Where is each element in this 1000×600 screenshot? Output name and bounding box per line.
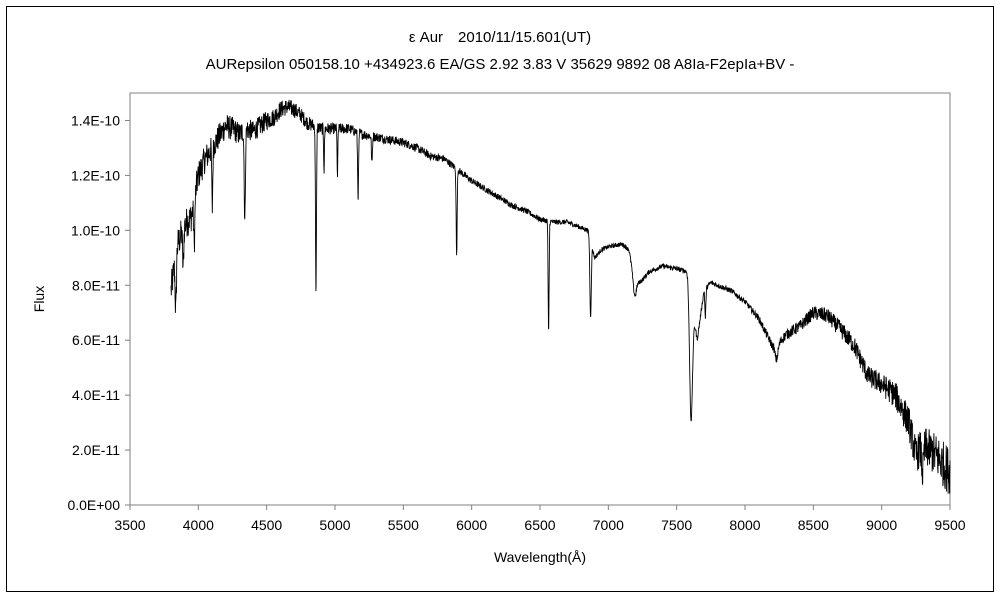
x-tick-label: 4000 <box>183 517 214 533</box>
x-tick-label: 5500 <box>388 517 419 533</box>
chart-title: ε Aur 2010/11/15.601(UT) <box>408 29 592 46</box>
x-tick-label: 8500 <box>798 517 829 533</box>
y-tick-label: 8.0E-11 <box>72 277 120 293</box>
y-tick-label: 1.0E-10 <box>71 222 120 238</box>
x-tick-label: 4500 <box>251 517 282 533</box>
x-tick-label: 8000 <box>729 517 760 533</box>
y-tick-label: 1.4E-10 <box>71 112 120 128</box>
x-tick-label: 7000 <box>593 517 624 533</box>
x-tick-label: 9500 <box>934 517 965 533</box>
x-axis-label: Wavelength(Å) <box>494 549 586 565</box>
axis-ticks: 3500 4000 4500 5000 5500 6000 6500 7000 7500 8000… <box>67 112 965 533</box>
y-tick-label: 6.0E-11 <box>72 332 120 348</box>
x-tick-label: 3500 <box>114 517 145 533</box>
x-tick-label: 5000 <box>319 517 350 533</box>
x-tick-label: 9000 <box>866 517 897 533</box>
plot-area <box>129 92 951 506</box>
chart-frame <box>6 6 994 592</box>
y-axis-label: Flux <box>31 286 47 312</box>
y-tick-label: 4.0E-11 <box>72 387 120 403</box>
y-tick-label: 2.0E-11 <box>72 442 120 458</box>
x-tick-label: 6500 <box>524 517 555 533</box>
chart-subtitle: AURepsilon 050158.10 +434923.6 EA/GS 2.9… <box>205 56 795 73</box>
x-tick-label: 7500 <box>661 517 692 533</box>
x-tick-label: 6000 <box>456 517 487 533</box>
y-tick-label: 0.0E+00 <box>67 497 120 513</box>
y-tick-label: 1.2E-10 <box>71 167 120 183</box>
spectrum-line <box>170 99 951 494</box>
